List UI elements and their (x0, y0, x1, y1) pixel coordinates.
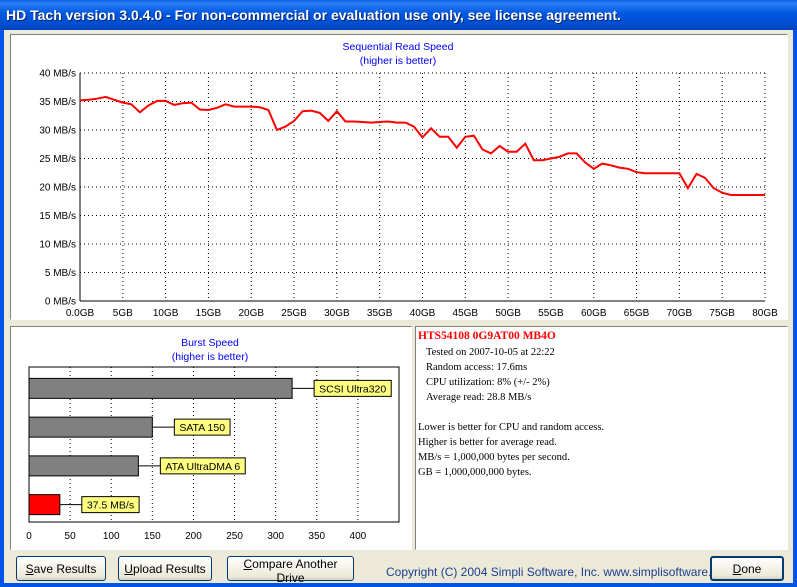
sequential-x-tick-label: 25GB (281, 308, 307, 319)
tested-date: Tested on 2007-10-05 at 22:22 (426, 347, 555, 358)
note-mbs-definition: MB/s = 1,000,000 bytes per second. (418, 452, 570, 463)
sequential-x-tick-label: 5GB (113, 308, 133, 319)
burst-x-tick-label: 0 (26, 531, 32, 542)
sequential-read-chart: Sequential Read Speed (higher is better)… (39, 41, 778, 319)
sequential-read-panel: Sequential Read Speed (higher is better)… (10, 34, 788, 320)
done-button[interactable]: Done (710, 556, 784, 581)
burst-bar-label: SATA 150 (152, 418, 231, 436)
burst-bar-label-text: SCSI Ultra320 (319, 383, 386, 395)
sequential-x-tick-label: 40GB (410, 308, 436, 319)
save-results-button[interactable]: Save Results (16, 556, 106, 581)
random-access-value: Random access: 17.6ms (426, 362, 528, 373)
upload-results-label: pload Results (132, 561, 206, 576)
burst-x-tick-label: 50 (65, 531, 77, 542)
burst-speed-panel: Burst Speed (higher is better) SCSI Ultr… (10, 326, 412, 550)
compare-another-drive-mnemonic: C (243, 557, 253, 571)
window-border-bottom (0, 583, 797, 587)
cpu-utilization-value: CPU utilization: 8% (+/- 2%) (426, 377, 550, 388)
sequential-x-tick-label: 70GB (667, 308, 693, 319)
note-lower-better: Lower is better for CPU and random acces… (418, 422, 605, 433)
sequential-y-tick-label: 10 MB/s (39, 240, 76, 251)
burst-speed-chart: Burst Speed (higher is better) SCSI Ultr… (26, 337, 400, 542)
burst-x-tick-label: 300 (267, 531, 284, 542)
burst-bar-label-text: ATA UltraDMA 6 (165, 461, 240, 473)
sequential-x-tick-label: 50GB (495, 308, 521, 319)
sequential-y-tick-label: 30 MB/s (39, 126, 76, 137)
burst-x-tick-label: 100 (103, 531, 120, 542)
sequential-x-tick-label: 55GB (538, 308, 564, 319)
sequential-x-tick-label: 30GB (324, 308, 350, 319)
burst-chart-subtitle: (higher is better) (172, 351, 248, 363)
burst-x-tick-label: 350 (308, 531, 325, 542)
window-border-left (0, 30, 4, 587)
note-higher-better: Higher is better for average read. (418, 437, 557, 448)
burst-bar (28, 377, 293, 399)
burst-bar (28, 455, 139, 477)
window-title: HD Tach version 3.0.4.0 - For non-commer… (0, 0, 797, 30)
sequential-x-tick-label: 45GB (453, 308, 479, 319)
sequential-x-tick-label: 60GB (581, 308, 607, 319)
sequential-x-tick-label: 0.0GB (66, 308, 95, 319)
sequential-x-tick-label: 75GB (709, 308, 735, 319)
sequential-x-tick-label: 35GB (367, 308, 393, 319)
sequential-x-tick-label: 10GB (153, 308, 179, 319)
window-border-right (793, 30, 797, 587)
sequential-y-tick-label: 40 MB/s (39, 69, 76, 80)
burst-bar-label-text: 37.5 MB/s (87, 500, 134, 512)
upload-results-button[interactable]: Upload Results (118, 556, 212, 581)
drive-model: HTS54108 0G9AT00 MB4O (418, 330, 556, 342)
sequential-y-tick-label: 35 MB/s (39, 97, 76, 108)
sequential-x-tick-label: 65GB (624, 308, 650, 319)
copyright-text: Copyright (C) 2004 Simpli Software, Inc.… (386, 565, 735, 579)
burst-chart-title: Burst Speed (181, 337, 239, 349)
save-results-label: ave Results (33, 561, 97, 576)
sequential-y-tick-label: 5 MB/s (45, 268, 76, 279)
note-gb-definition: GB = 1,000,000,000 bytes. (418, 467, 532, 478)
sequential-y-tick-label: 20 MB/s (39, 183, 76, 194)
sequential-x-tick-label: 80GB (752, 308, 778, 319)
burst-x-tick-label: 200 (185, 531, 202, 542)
burst-bar (28, 416, 153, 438)
sequential-chart-title: Sequential Read Speed (343, 41, 454, 53)
burst-x-tick-label: 150 (144, 531, 161, 542)
burst-bar-label: SCSI Ultra320 (292, 379, 392, 397)
average-read-value: Average read: 28.8 MB/s (426, 392, 532, 403)
sequential-x-tick-label: 20GB (238, 308, 264, 319)
burst-bar-label-text: SATA 150 (179, 422, 225, 434)
burst-x-tick-label: 250 (226, 531, 243, 542)
burst-x-tick-label: 400 (350, 531, 367, 542)
upload-results-mnemonic: U (124, 561, 133, 576)
burst-bar (28, 494, 61, 516)
sequential-chart-subtitle: (higher is better) (360, 55, 436, 67)
burst-bar-label: 37.5 MB/s (59, 496, 140, 514)
sequential-y-tick-label: 0 MB/s (45, 297, 76, 308)
results-info-panel: HTS54108 0G9AT00 MB4O Tested on 2007-10-… (415, 326, 788, 550)
done-label: one (741, 561, 762, 576)
burst-bar-label: ATA UltraDMA 6 (138, 457, 246, 475)
sequential-read-series-line (79, 95, 765, 196)
save-results-mnemonic: S (25, 561, 34, 576)
done-mnemonic: D (732, 561, 742, 576)
sequential-y-tick-label: 25 MB/s (39, 154, 76, 165)
sequential-x-tick-label: 15GB (196, 308, 222, 319)
sequential-y-tick-label: 15 MB/s (39, 211, 76, 222)
compare-another-drive-label: ompare Another Drive (252, 557, 338, 585)
compare-another-drive-button[interactable]: Compare Another Drive (227, 556, 354, 585)
